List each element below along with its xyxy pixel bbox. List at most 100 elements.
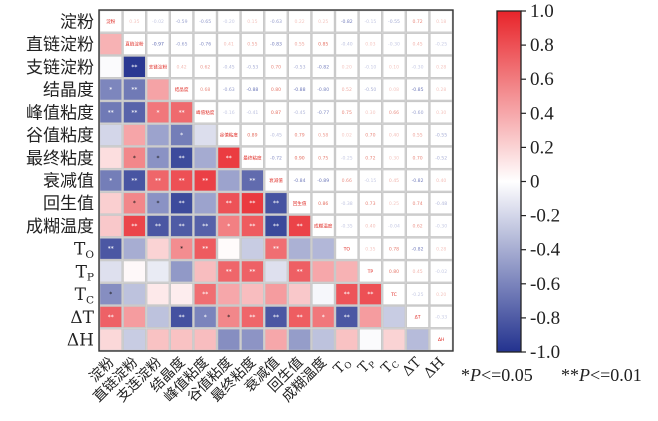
heatmap-cell [146,282,170,306]
heatmap-cell: ** [287,260,312,283]
diagonal-label: 直链淀粉 [125,41,144,48]
heatmap-cell: ** [240,214,265,238]
y-tick-label: 最终粘度 [26,149,94,169]
cell-rect [311,55,335,79]
coefficient-label: -0.02 [435,269,447,275]
significance-mark: ** [131,178,137,185]
heatmap-cell [335,260,359,283]
cell-rect [193,78,217,101]
heatmap-cell: ** [335,305,359,329]
heatmap-cell: * [122,191,147,215]
heatmap-cell: 0.72 [358,146,383,170]
heatmap-cell: -0.65 [169,32,194,56]
heatmap-cell [146,123,170,147]
heatmap-cell: 结晶度 [169,78,194,101]
cell-rect [264,32,288,56]
cell-rect [240,328,265,352]
cell-rect [382,123,406,147]
heatmap-cell: 0.85 [311,32,335,56]
heatmap-cell [311,260,335,283]
colorbar-tick-label: -0.6 [530,274,560,295]
colorbar-tick-label: -0.2 [530,206,560,227]
heatmap-cell [287,237,312,261]
heatmap-cell: 0.75 [335,100,359,124]
heatmap-cell: 0.80 [382,260,406,283]
coefficient-label: -0.45 [223,64,235,70]
heatmap-cell [146,328,170,352]
coefficient-label: -0.50 [364,87,376,93]
cell-rect [382,169,406,192]
heatmap-cell: -0.45 [264,123,288,147]
coefficient-label: -0.02 [152,19,164,25]
coefficient-label: -0.63 [223,87,235,93]
heatmap-cell: 0.62 [405,214,430,238]
heatmap-cell [217,328,241,352]
cell-rect [146,78,170,101]
heatmap-cell: 最终粘度 [240,146,265,170]
heatmap-cell: ** [240,191,265,215]
y-tick-label: ΔT [70,308,94,328]
diagonal-label: 回生值 [293,200,307,207]
coefficient-label: -0.76 [199,42,211,48]
heatmap-cell: * [217,305,241,329]
significance-mark: * [227,223,230,230]
heatmap-cell: 0.66 [382,100,406,124]
heatmap-cell: -0.88 [240,78,265,101]
heatmap-cell: ** [193,237,217,261]
cell-rect [311,305,335,329]
heatmap-cell [122,328,147,352]
coefficient-label: -0.82 [412,178,424,184]
heatmap-cell: 0.87 [264,100,288,124]
coefficient-label: -0.20 [223,19,235,25]
y-tick-label: TP [76,262,94,283]
coefficient-label: 0.45 [412,269,422,275]
heatmap-cell: ** [122,214,147,238]
cell-rect [217,260,241,283]
coefficient-label: -0.52 [435,155,447,161]
heatmap-cell: ** [193,169,217,192]
heatmap-cell: -0.35 [335,214,359,238]
cell-rect [264,146,288,170]
cell-rect [311,78,335,101]
y-tick-label: TC [75,285,94,306]
cell-rect [169,237,194,261]
cell-rect [146,146,170,170]
heatmap-cell: 0.79 [287,123,312,147]
heatmap-cell: ** [169,169,194,192]
cell-rect [405,78,430,101]
cell-rect [287,32,312,56]
heatmap-cell: -0.59 [169,10,194,33]
heatmap-cell: ** [122,55,147,79]
heatmap-cell: ** [98,100,123,124]
heatmap-cell: 0.45 [405,32,430,56]
significance-mark: ** [297,314,303,321]
heatmap-cell: 0.73 [358,191,383,215]
cell-rect [311,191,335,215]
cell-rect [98,55,123,79]
heatmap-cell: -0.77 [311,100,335,124]
heatmap-cell: -0.25 [429,32,453,56]
cell-rect [146,169,170,192]
cell-rect [122,123,147,147]
significance-mark: ** [108,109,114,116]
coefficient-label: -0.25 [435,42,447,48]
cell-rect [287,328,312,352]
cell-rect [311,260,335,283]
heatmap-cell: -0.41 [240,100,265,124]
cell-rect [358,305,383,329]
heatmap-cell: 0.28 [429,55,453,79]
heatmap-cell: 0.66 [335,169,359,192]
heatmap-cell: -0.72 [264,146,288,170]
coefficient-label: -0.82 [412,246,424,252]
heatmap-cell [193,123,217,147]
diagonal-label: 淀粉 [106,18,116,25]
heatmap-cell: 0.02 [335,123,359,147]
coefficient-label: 0.70 [271,64,281,70]
heatmap-cell: 0.55 [405,123,430,147]
cell-rect [146,282,170,306]
significance-mark: ** [179,200,185,207]
coefficient-label: -0.82 [317,64,329,70]
cell-rect [122,328,147,352]
y-tick-label: 峰值粘度 [26,103,94,123]
cell-rect [169,282,194,306]
